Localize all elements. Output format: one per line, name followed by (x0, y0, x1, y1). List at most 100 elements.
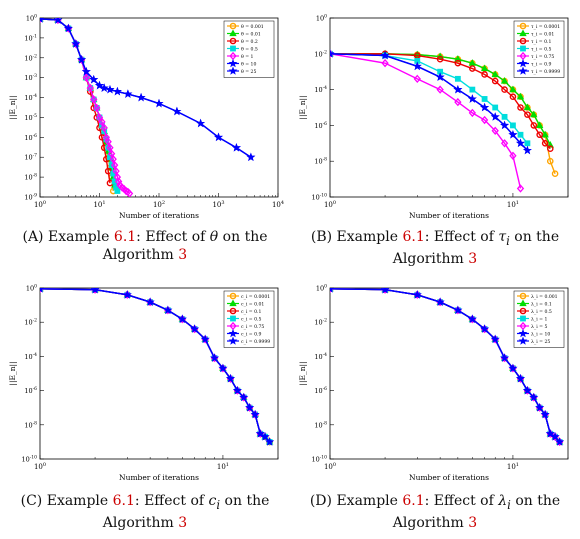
caption-symbol: τ (498, 229, 507, 245)
y-tick-label: 10-1 (24, 33, 37, 42)
chart-b: 100 101 100 10-2 10-4 10-6 10-8 10-10 Number of … (298, 14, 569, 220)
caption-ref[interactable]: 6.1 (402, 493, 425, 509)
data-point (122, 290, 132, 299)
chart-c: 100 101 100 10-2 10-4 10-6 10-8 10-10 Number of … (8, 284, 279, 482)
y-tick-label: 10-6 (24, 133, 37, 142)
caption-ref[interactable]: 6.1 (113, 229, 137, 245)
x-tick-label: 104 (272, 200, 284, 209)
caption-ref[interactable]: 6.1 (402, 229, 425, 245)
data-point (380, 50, 390, 60)
caption-d: (D) Example 6.1: Effect of λi on the Alg… (290, 492, 580, 532)
data-point (245, 403, 255, 412)
legend-label: τ_i = 0.9 (531, 62, 551, 68)
data-point (480, 115, 489, 125)
series-6 (330, 288, 565, 446)
panel-c: 100 101 100 10-2 10-4 10-6 10-8 10-10 Number of … (0, 270, 290, 539)
y-tick-label: 10-9 (24, 193, 37, 202)
data-point (190, 324, 200, 333)
data-point (454, 59, 462, 67)
caption-ref2[interactable]: 3 (468, 514, 478, 531)
data-point (106, 143, 114, 152)
data-point (40, 288, 44, 293)
data-point (154, 98, 164, 108)
data-point (516, 373, 525, 383)
legend-marker (520, 315, 526, 322)
data-point (541, 130, 549, 138)
series-line (330, 53, 551, 150)
caption-ref2[interactable]: 3 (468, 250, 478, 267)
data-point (330, 49, 335, 58)
legend-label: θ = 25 (241, 69, 256, 75)
legend-marker (229, 307, 237, 315)
series-6 (40, 18, 256, 161)
data-point (491, 70, 499, 78)
data-point (412, 290, 422, 299)
caption-line2: Algorithm (102, 514, 174, 531)
data-point (436, 85, 444, 94)
caption-suffix: on the (515, 493, 561, 509)
legend-label: θ = 1 (241, 54, 254, 60)
data-point (500, 353, 509, 362)
legend-label: λ_i = 0.5 (531, 309, 552, 315)
series-6 (330, 49, 532, 155)
data-point (105, 84, 115, 94)
data-point (71, 39, 81, 48)
legend-label: c_i = 0.9 (241, 332, 261, 338)
data-point (522, 385, 532, 395)
data-point (481, 96, 488, 102)
legend-label: θ = 10 (241, 62, 256, 68)
data-point (104, 137, 112, 146)
y-axis-label: ||E_n|| (298, 361, 307, 385)
series-line (330, 53, 522, 189)
data-point (231, 143, 241, 152)
caption-ref2[interactable]: 3 (178, 514, 188, 531)
x-axis-label: Number of iterations (409, 473, 489, 482)
data-point (115, 177, 123, 186)
data-point (453, 84, 463, 94)
legend: θ = 0.001 θ = 0.01θ = 0.2 θ = 0.5θ = 1 θ = … (223, 20, 275, 78)
x-tick-label: 101 (93, 200, 105, 209)
data-point (541, 139, 549, 147)
data-point (454, 75, 461, 82)
data-point (53, 18, 63, 24)
data-point (491, 77, 499, 85)
data-point (530, 122, 538, 129)
data-point (529, 392, 539, 402)
data-point (95, 80, 104, 90)
caption-prefix: Example (336, 229, 399, 245)
data-point (100, 123, 108, 133)
panel-d: 100 101 100 10-2 10-4 10-6 10-8 10-10 Number of … (290, 270, 580, 539)
data-point (111, 178, 118, 185)
caption-prefix: Example (336, 493, 398, 509)
data-point (454, 55, 462, 62)
data-point (480, 102, 490, 112)
legend-label: c_i = 0.0001 (241, 294, 270, 300)
data-point (467, 94, 477, 103)
y-tick-label: 10-4 (314, 85, 327, 94)
data-point (380, 288, 390, 294)
legend-label: λ_i = 25 (531, 339, 550, 345)
data-point (480, 64, 489, 72)
caption-line2: Algorithm (102, 247, 174, 263)
data-point (86, 83, 94, 93)
caption-ref2[interactable]: 3 (178, 247, 188, 263)
y-tick-label: 100 (316, 14, 327, 23)
data-point (109, 154, 117, 164)
y-tick-label: 10-10 (311, 455, 327, 464)
data-point (99, 83, 109, 92)
data-point (492, 104, 499, 111)
legend-label: λ_i = 1 (531, 317, 547, 323)
data-point (546, 157, 554, 165)
data-point (111, 160, 119, 170)
data-point (218, 363, 228, 373)
y-tick-label: 10-4 (24, 93, 37, 102)
legend-label: c_i = 0.75 (241, 324, 264, 330)
caption-b: (B) Example 6.1: Effect of τi on the Alg… (290, 228, 580, 268)
y-axis-label: ||E_n|| (8, 95, 17, 119)
data-point (145, 297, 155, 306)
x-axis-label: Number of iterations (119, 211, 199, 220)
data-point (63, 23, 73, 33)
caption-ref[interactable]: 6.1 (112, 493, 135, 509)
caption-a: (A) Example 6.1: Effect of θ on the Algo… (0, 228, 290, 264)
data-point (508, 363, 518, 373)
